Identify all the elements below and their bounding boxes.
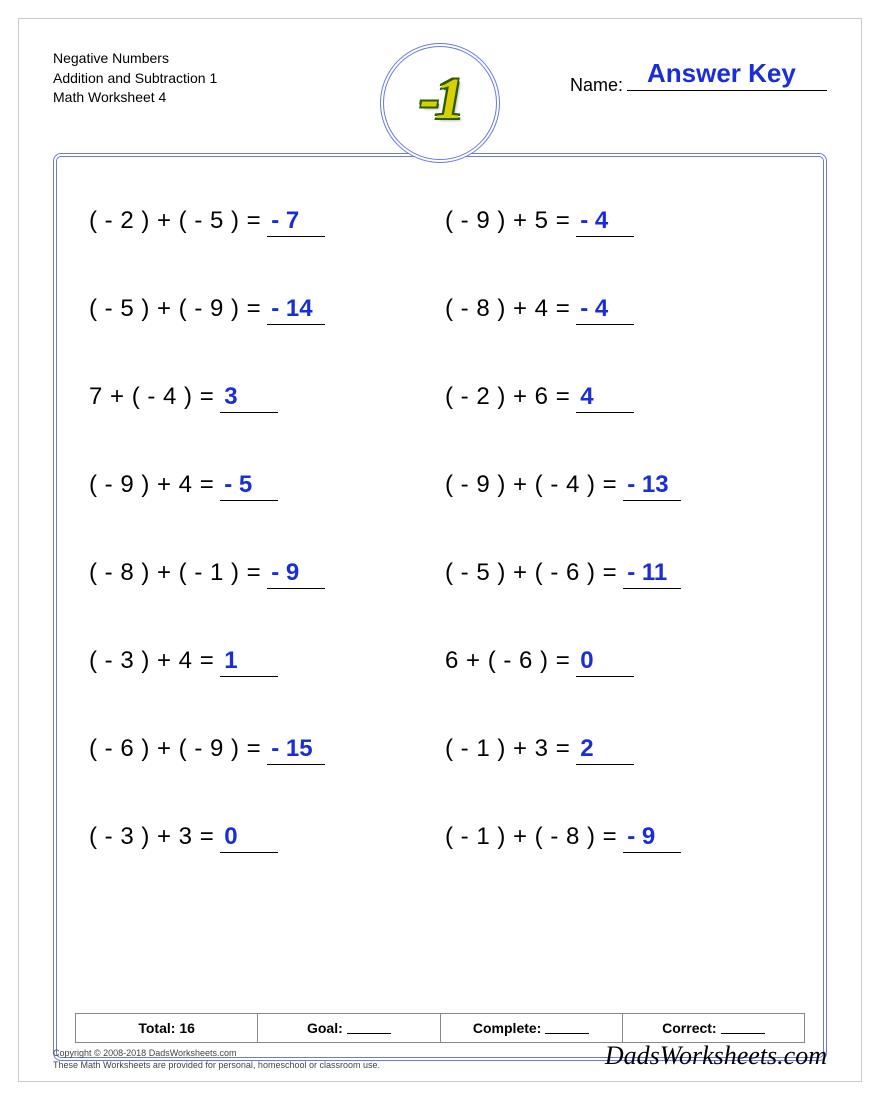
answer-value: - 9 xyxy=(627,823,655,850)
answer-line: - 4 xyxy=(576,295,634,325)
name-line: Answer Key xyxy=(627,90,827,91)
problem-expression: ( - 8 ) + 4 = xyxy=(445,295,570,323)
copyright: Copyright © 2008-2018 DadsWorksheets.com… xyxy=(53,1047,380,1071)
answer-value: - 7 xyxy=(271,207,299,234)
answer-line: 0 xyxy=(220,823,278,853)
answer-value: - 4 xyxy=(580,207,608,234)
problem-expression: ( - 1 ) + 3 = xyxy=(445,735,570,763)
answer-line: - 15 xyxy=(267,735,325,765)
problem: ( - 3 ) + 3 = 0 xyxy=(89,823,435,853)
stats-total: Total: 16 xyxy=(76,1014,258,1042)
problem: ( - 1 ) + 3 = 2 xyxy=(445,735,791,765)
footer: Copyright © 2008-2018 DadsWorksheets.com… xyxy=(53,1041,827,1071)
problem: ( - 5 ) + ( - 6 ) = - 11 xyxy=(445,559,791,589)
answer-value: - 9 xyxy=(271,559,299,586)
answer-value: - 4 xyxy=(580,295,608,322)
answer-line: 0 xyxy=(576,647,634,677)
problems-grid: ( - 2 ) + ( - 5 ) =- 7( - 9 ) + 5 =- 4( … xyxy=(75,207,805,853)
problem: ( - 6 ) + ( - 9 ) = - 15 xyxy=(89,735,435,765)
answer-value: - 14 xyxy=(271,295,312,322)
problem-expression: ( - 3 ) + 3 = xyxy=(89,823,214,851)
stats-total-label: Total: 16 xyxy=(138,1020,195,1036)
stats-goal: Goal: xyxy=(258,1014,440,1042)
header-row: Negative Numbers Addition and Subtractio… xyxy=(53,49,827,149)
answer-value: 0 xyxy=(580,647,593,674)
problem-expression: ( - 3 ) + 4 = xyxy=(89,647,214,675)
problem: ( - 1 ) + ( - 8 ) = - 9 xyxy=(445,823,791,853)
answer-value: - 5 xyxy=(224,471,252,498)
badge-circle: -1 xyxy=(380,43,500,163)
problem: ( - 2 ) + ( - 5 ) = - 7 xyxy=(89,207,435,237)
answer-value: - 11 xyxy=(627,559,667,586)
answer-line: - 13 xyxy=(623,471,681,501)
problem: ( - 9 ) + 5 = - 4 xyxy=(445,207,791,237)
problem-expression: ( - 1 ) + ( - 8 ) = xyxy=(445,823,617,851)
stats-correct-label: Correct: xyxy=(662,1020,716,1036)
stats-correct: Correct: xyxy=(623,1014,804,1042)
title-line-3: Math Worksheet 4 xyxy=(53,88,313,108)
answer-line: 3 xyxy=(220,383,278,413)
answer-line: - 4 xyxy=(576,207,634,237)
answer-line: - 14 xyxy=(267,295,325,325)
stats-goal-label: Goal: xyxy=(307,1020,343,1036)
answer-line: 4 xyxy=(576,383,634,413)
problem-expression: ( - 5 ) + ( - 6 ) = xyxy=(445,559,617,587)
problem: ( - 8 ) + 4 = - 4 xyxy=(445,295,791,325)
problem-expression: ( - 2 ) + ( - 5 ) = xyxy=(89,207,261,235)
problem-expression: ( - 9 ) + 4 = xyxy=(89,471,214,499)
worksheet-page: Negative Numbers Addition and Subtractio… xyxy=(18,18,862,1082)
problem-expression: 6 + ( - 6 ) = xyxy=(445,647,570,675)
stats-correct-blank xyxy=(721,1022,765,1034)
title-line-1: Negative Numbers xyxy=(53,49,313,69)
problem-expression: ( - 5 ) + ( - 9 ) = xyxy=(89,295,261,323)
stats-complete-label: Complete: xyxy=(473,1020,541,1036)
answer-line: - 9 xyxy=(623,823,681,853)
problem-expression: ( - 2 ) + 6 = xyxy=(445,383,570,411)
badge-text: -1 xyxy=(420,70,460,128)
answer-line: - 9 xyxy=(267,559,325,589)
stats-complete: Complete: xyxy=(441,1014,623,1042)
copyright-line-2: These Math Worksheets are provided for p… xyxy=(53,1059,380,1071)
title-line-2: Addition and Subtraction 1 xyxy=(53,69,313,89)
worksheet-titles: Negative Numbers Addition and Subtractio… xyxy=(53,49,313,108)
stats-bar: Total: 16 Goal: Complete: Correct: xyxy=(75,1013,805,1043)
problem-expression: ( - 8 ) + ( - 1 ) = xyxy=(89,559,261,587)
answer-line: - 7 xyxy=(267,207,325,237)
problem: 6 + ( - 6 ) = 0 xyxy=(445,647,791,677)
problems-frame: ( - 2 ) + ( - 5 ) =- 7( - 9 ) + 5 =- 4( … xyxy=(53,153,827,1061)
brand: DadsWorksheets.com xyxy=(605,1041,827,1071)
problem-expression: ( - 9 ) + 5 = xyxy=(445,207,570,235)
answer-line: 2 xyxy=(576,735,634,765)
answer-value: 4 xyxy=(580,383,593,410)
answer-value: 3 xyxy=(224,383,237,410)
answer-value: 1 xyxy=(224,647,237,674)
answer-value: 0 xyxy=(224,823,237,850)
name-value: Answer Key xyxy=(647,58,796,89)
problem: ( - 3 ) + 4 = 1 xyxy=(89,647,435,677)
problem: ( - 8 ) + ( - 1 ) = - 9 xyxy=(89,559,435,589)
answer-line: 1 xyxy=(220,647,278,677)
name-block: Name: Answer Key xyxy=(570,75,827,96)
answer-line: - 5 xyxy=(220,471,278,501)
stats-goal-blank xyxy=(347,1022,391,1034)
problem-expression: 7 + ( - 4 ) = xyxy=(89,383,214,411)
answer-value: 2 xyxy=(580,735,593,762)
problem: ( - 5 ) + ( - 9 ) = - 14 xyxy=(89,295,435,325)
answer-value: - 15 xyxy=(271,735,312,762)
answer-line: - 11 xyxy=(623,559,681,589)
problem-expression: ( - 6 ) + ( - 9 ) = xyxy=(89,735,261,763)
stats-complete-blank xyxy=(545,1022,589,1034)
problem: ( - 2 ) + 6 = 4 xyxy=(445,383,791,413)
problem: ( - 9 ) + 4 = - 5 xyxy=(89,471,435,501)
copyright-line-1: Copyright © 2008-2018 DadsWorksheets.com xyxy=(53,1047,380,1059)
problem-expression: ( - 9 ) + ( - 4 ) = xyxy=(445,471,617,499)
problem: 7 + ( - 4 ) = 3 xyxy=(89,383,435,413)
problem: ( - 9 ) + ( - 4 ) = - 13 xyxy=(445,471,791,501)
name-label: Name: xyxy=(570,75,623,96)
answer-value: - 13 xyxy=(627,471,668,498)
badge: -1 xyxy=(380,43,500,163)
